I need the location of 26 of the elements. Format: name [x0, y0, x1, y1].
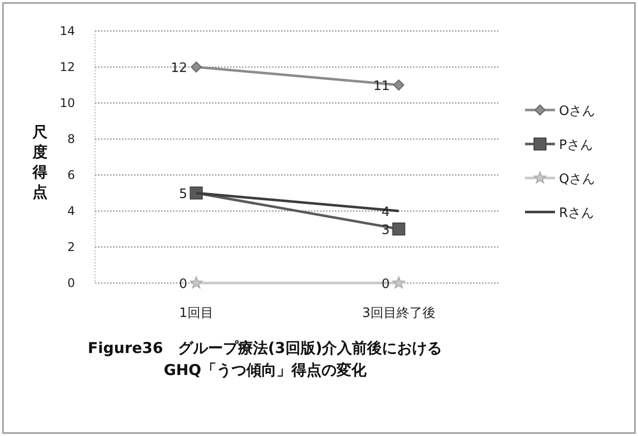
- legend-label: Pさん: [559, 138, 593, 153]
- data-label: 5: [178, 187, 188, 202]
- y-tick-label: 14: [60, 24, 75, 38]
- y-tick-label: 0: [67, 276, 75, 290]
- point: [392, 222, 406, 236]
- y-tick-label: 12: [60, 60, 75, 74]
- x-tick-label: 1回目: [179, 306, 214, 321]
- y-tick-label: 8: [67, 132, 75, 146]
- legend-label: Qさん: [559, 172, 596, 187]
- data-label: 11: [373, 79, 390, 94]
- data-label: 0: [178, 277, 188, 292]
- y-tick-label: 10: [60, 96, 75, 110]
- x-tick-label: 3回目終了後: [362, 306, 436, 321]
- y-tick-label: 4: [67, 204, 75, 218]
- point: [190, 276, 202, 288]
- y-tick-label: 2: [67, 240, 75, 254]
- legend-label: Oさん: [559, 104, 596, 119]
- point: [190, 62, 202, 72]
- y-tick-label: 6: [67, 168, 75, 182]
- data-label: 12: [170, 61, 188, 76]
- y-axis-title: 尺度得点: [32, 123, 48, 201]
- point: [393, 80, 404, 90]
- point: [392, 276, 405, 288]
- legend-label: Rさん: [559, 206, 594, 221]
- data-label: 0: [381, 277, 390, 292]
- text: Figure36 グループ療法(3回版)介入前後における GHQ「うつ傾向」得点の変化: [88, 339, 442, 379]
